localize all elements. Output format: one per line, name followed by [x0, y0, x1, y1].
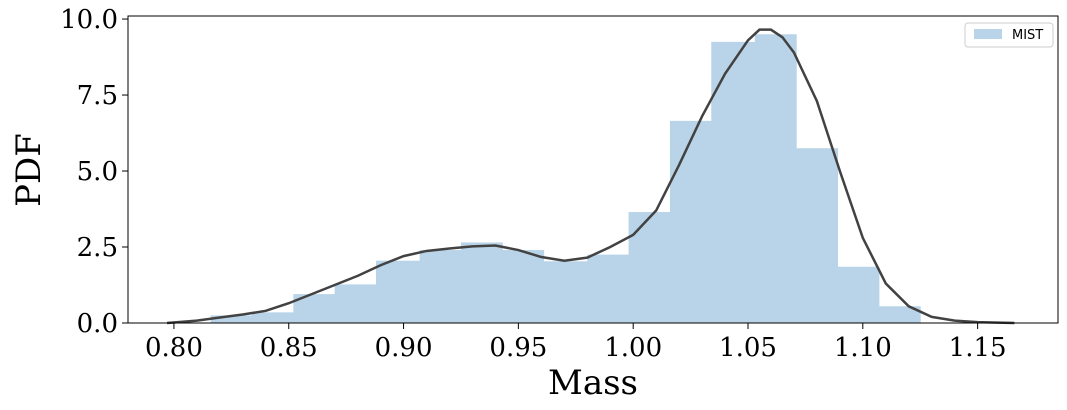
legend-label-mist: MIST	[1012, 28, 1043, 43]
legend-swatch-mist	[974, 29, 1002, 39]
x-tick-label: 0.85	[260, 333, 318, 363]
y-tick-label: 2.5	[77, 233, 118, 263]
histogram-bar	[419, 250, 462, 323]
histogram-bar	[669, 120, 712, 323]
histogram-bar	[754, 34, 797, 324]
histogram-bar	[252, 312, 294, 323]
histogram-bar	[878, 306, 921, 323]
histogram-bar	[587, 254, 630, 323]
histogram-bar	[460, 242, 503, 323]
x-axis-ticks: 0.80 0.85 0.90 0.95 1.00 1.05 1.10 1.15	[145, 323, 1007, 363]
histogram-bar	[334, 284, 377, 323]
x-tick-label: 0.80	[145, 333, 203, 363]
histogram-bar	[543, 261, 588, 323]
histogram-bar	[376, 260, 421, 323]
histogram-bars	[210, 34, 921, 324]
legend: MIST	[964, 22, 1054, 48]
histogram-bar	[628, 212, 671, 323]
x-tick-label: 0.95	[489, 333, 547, 363]
x-tick-label: 1.15	[949, 333, 1007, 363]
y-tick-label: 5.0	[77, 157, 118, 187]
y-axis-title: PDF	[9, 133, 49, 207]
y-tick-label: 7.5	[77, 81, 118, 111]
histogram-bar	[711, 41, 756, 323]
histogram-bar	[796, 148, 839, 323]
histogram-bar	[210, 315, 253, 323]
kde-curve	[166, 28, 1015, 325]
histogram-bar	[837, 266, 880, 323]
plot-frame	[127, 15, 1059, 324]
y-tick-label: 10.0	[60, 5, 118, 35]
x-tick-label: 1.10	[834, 333, 892, 363]
x-tick-label: 1.05	[719, 333, 777, 363]
x-tick-label: 1.00	[604, 333, 662, 363]
x-axis-title: Mass	[548, 363, 638, 403]
y-tick-label: 0.0	[77, 309, 118, 339]
y-axis-ticks: 0.0 2.5 5.0 7.5 10.0	[60, 5, 128, 339]
x-tick-label: 0.90	[375, 333, 433, 363]
histogram-bar	[502, 250, 545, 323]
